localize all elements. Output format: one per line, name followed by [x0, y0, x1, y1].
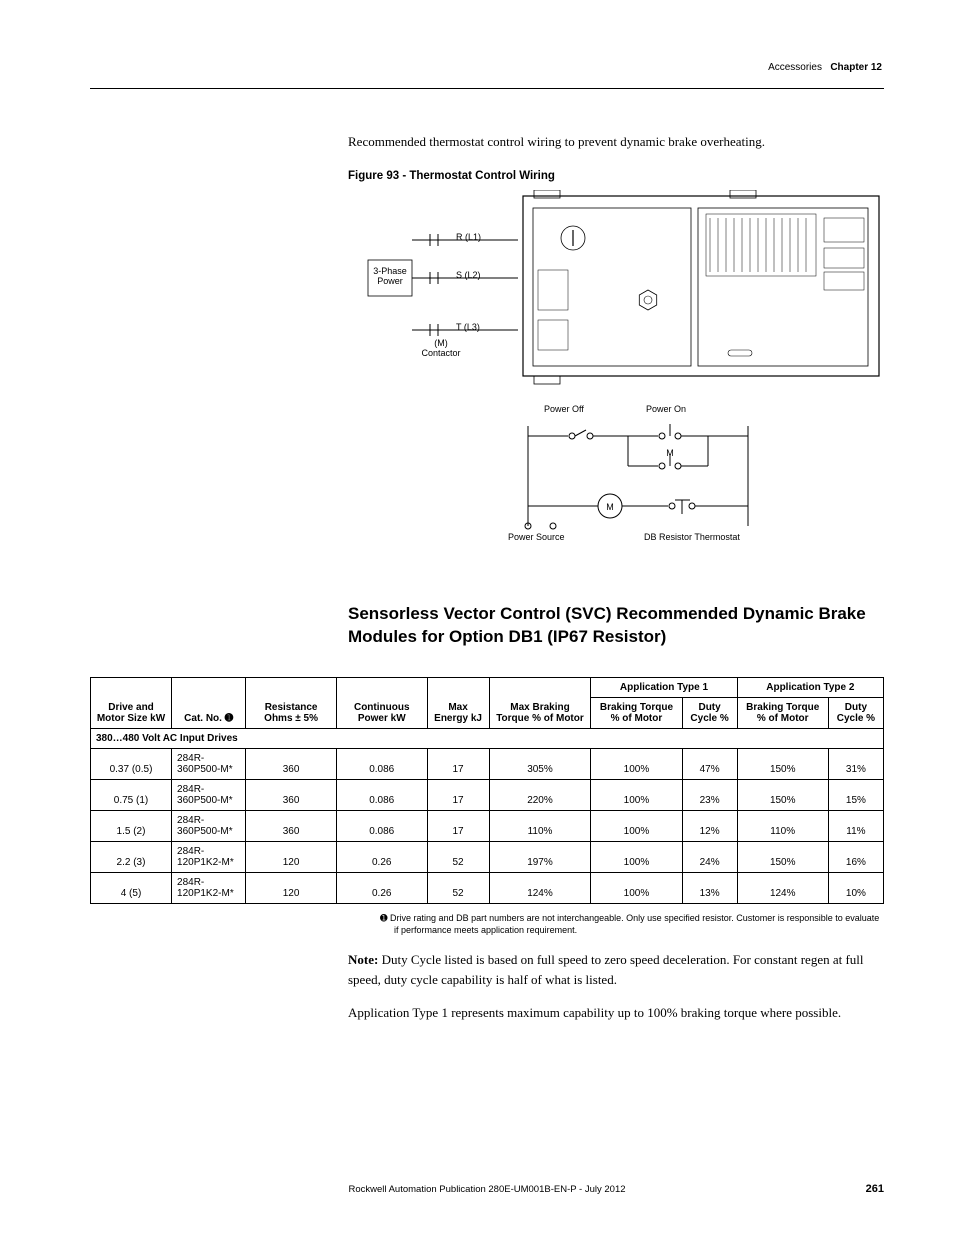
- table-cell: 12%: [682, 811, 737, 842]
- col-resistance: Resistance Ohms ± 5%: [246, 678, 337, 729]
- table-cell: 150%: [737, 780, 828, 811]
- table-footnote: ➊ Drive rating and DB part numbers are n…: [380, 912, 884, 936]
- table-body: 380…480 Volt AC Input Drives 0.37 (0.5)2…: [91, 729, 884, 904]
- label-3phase: 3-Phase Power: [368, 266, 412, 286]
- col-drive: Drive and Motor Size kW: [91, 678, 172, 729]
- table-cell: 11%: [828, 811, 883, 842]
- table-section-row: 380…480 Volt AC Input Drives: [91, 729, 884, 749]
- table-cell: 10%: [828, 873, 883, 904]
- col-maxenergy: Max Energy kJ: [427, 678, 489, 729]
- table-cell: 220%: [489, 780, 591, 811]
- table-row: 4 (5)284R-120P1K2-M*1200.2652124%100%13%…: [91, 873, 884, 904]
- table-cell: 120: [246, 842, 337, 873]
- figure-93: 3-Phase Power R (L1) S (L2) T (L3) (M) C…: [348, 190, 884, 566]
- table-row: 0.37 (0.5)284R-360P500-M*3600.08617305%1…: [91, 749, 884, 780]
- note-2: Application Type 1 represents maximum ca…: [348, 1003, 884, 1023]
- table-cell: 0.26: [336, 842, 427, 873]
- table-row: 1.5 (2)284R-360P500-M*3600.08617110%100%…: [91, 811, 884, 842]
- publication-footer: Rockwell Automation Publication 280E-UM0…: [90, 1184, 884, 1195]
- resistor-table: Drive and Motor Size kW Cat. No. ➊ Resis…: [90, 677, 884, 904]
- table-cell: 16%: [828, 842, 883, 873]
- table-cell: 17: [427, 780, 489, 811]
- table-cell: 52: [427, 873, 489, 904]
- table-cell: 47%: [682, 749, 737, 780]
- col-contpower: Continuous Power kW: [336, 678, 427, 729]
- header-chapter: Chapter 12: [830, 62, 882, 73]
- table-cell: 124%: [489, 873, 591, 904]
- label-db-thermostat: DB Resistor Thermostat: [644, 532, 740, 542]
- label-t-l3: T (L3): [456, 322, 480, 332]
- label-s-l2: S (L2): [456, 270, 481, 280]
- col-app1-duty: Duty Cycle %: [682, 698, 737, 729]
- table-cell: 1.5 (2): [91, 811, 172, 842]
- note-1-text: Duty Cycle listed is based on full speed…: [348, 952, 864, 987]
- table-cell: 0.086: [336, 749, 427, 780]
- note-1: Note: Duty Cycle listed is based on full…: [348, 950, 884, 989]
- table-cell: 110%: [489, 811, 591, 842]
- table-cell: 0.75 (1): [91, 780, 172, 811]
- table-cell: 2.2 (3): [91, 842, 172, 873]
- table-cell: 197%: [489, 842, 591, 873]
- table-cell: 15%: [828, 780, 883, 811]
- table-cell: 13%: [682, 873, 737, 904]
- section-label: 380…480 Volt AC Input Drives: [91, 729, 884, 749]
- table-cell: 4 (5): [91, 873, 172, 904]
- label-power-source: Power Source: [508, 532, 565, 542]
- table-cell: 0.26: [336, 873, 427, 904]
- table-cell: 100%: [591, 842, 682, 873]
- table-cell: 360: [246, 749, 337, 780]
- table-cell: 52: [427, 842, 489, 873]
- label-contactor: (M) Contactor: [416, 338, 466, 358]
- table-cell: 17: [427, 749, 489, 780]
- figure-bottom-schematic: M M Power Off Power On Power Source DB R…: [348, 396, 884, 566]
- table-cell: 124%: [737, 873, 828, 904]
- col-catno: Cat. No. ➊: [172, 678, 246, 729]
- col-app1: Application Type 1: [591, 678, 737, 698]
- label-power-off: Power Off: [544, 404, 584, 414]
- page-number: 261: [866, 1183, 884, 1195]
- col-app2-duty: Duty Cycle %: [828, 698, 883, 729]
- col-app2-torque: Braking Torque % of Motor: [737, 698, 828, 729]
- figure-top-diagram: 3-Phase Power R (L1) S (L2) T (L3) (M) C…: [348, 190, 884, 390]
- table-cell: 284R-360P500-M*: [172, 811, 246, 842]
- table-row: 2.2 (3)284R-120P1K2-M*1200.2652197%100%2…: [91, 842, 884, 873]
- table-cell: 284R-360P500-M*: [172, 780, 246, 811]
- table-cell: 120: [246, 873, 337, 904]
- table-cell: 100%: [591, 749, 682, 780]
- table-cell: 24%: [682, 842, 737, 873]
- table-cell: 110%: [737, 811, 828, 842]
- table-cell: 305%: [489, 749, 591, 780]
- table-row: 0.75 (1)284R-360P500-M*3600.08617220%100…: [91, 780, 884, 811]
- table-cell: 150%: [737, 842, 828, 873]
- table-header-span-row: Drive and Motor Size kW Cat. No. ➊ Resis…: [91, 678, 884, 698]
- svg-text:M: M: [606, 502, 614, 512]
- table-cell: 31%: [828, 749, 883, 780]
- table-cell: 0.37 (0.5): [91, 749, 172, 780]
- label-power-on: Power On: [646, 404, 686, 414]
- table-cell: 100%: [591, 811, 682, 842]
- table-cell: 360: [246, 811, 337, 842]
- table-cell: 100%: [591, 873, 682, 904]
- table-cell: 0.086: [336, 780, 427, 811]
- page-header: Accessories Chapter 12: [768, 62, 882, 73]
- table-cell: 150%: [737, 749, 828, 780]
- svg-text:M: M: [666, 448, 674, 458]
- table-cell: 100%: [591, 780, 682, 811]
- table-cell: 17: [427, 811, 489, 842]
- label-r-l1: R (L1): [456, 232, 481, 242]
- table-cell: 0.086: [336, 811, 427, 842]
- table-cell: 284R-120P1K2-M*: [172, 842, 246, 873]
- intro-paragraph: Recommended thermostat control wiring to…: [348, 132, 884, 152]
- table-cell: 23%: [682, 780, 737, 811]
- col-app1-torque: Braking Torque % of Motor: [591, 698, 682, 729]
- header-rule: [90, 88, 884, 89]
- figure-caption: Figure 93 - Thermostat Control Wiring: [348, 170, 884, 182]
- header-section: Accessories: [768, 62, 822, 73]
- section-heading: Sensorless Vector Control (SVC) Recommen…: [348, 602, 884, 650]
- table-cell: 360: [246, 780, 337, 811]
- table-cell: 284R-120P1K2-M*: [172, 873, 246, 904]
- table-cell: 284R-360P500-M*: [172, 749, 246, 780]
- col-maxbraking: Max Braking Torque % of Motor: [489, 678, 591, 729]
- col-app2: Application Type 2: [737, 678, 883, 698]
